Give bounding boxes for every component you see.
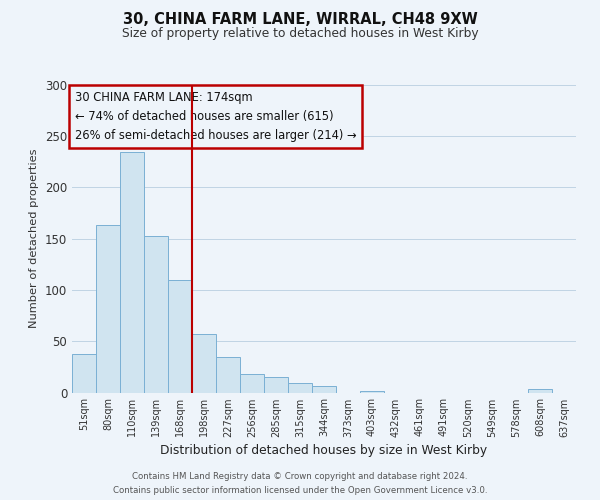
X-axis label: Distribution of detached houses by size in West Kirby: Distribution of detached houses by size … <box>160 444 488 457</box>
Text: 30 CHINA FARM LANE: 174sqm
← 74% of detached houses are smaller (615)
26% of sem: 30 CHINA FARM LANE: 174sqm ← 74% of deta… <box>74 91 356 142</box>
Bar <box>288 384 312 392</box>
Bar <box>96 226 120 392</box>
Bar <box>240 374 264 392</box>
Text: 30, CHINA FARM LANE, WIRRAL, CH48 9XW: 30, CHINA FARM LANE, WIRRAL, CH48 9XW <box>122 12 478 28</box>
Bar <box>120 152 144 392</box>
Bar <box>168 280 192 392</box>
Bar <box>216 356 240 392</box>
Text: Size of property relative to detached houses in West Kirby: Size of property relative to detached ho… <box>122 28 478 40</box>
Bar <box>144 236 168 392</box>
Text: Contains HM Land Registry data © Crown copyright and database right 2024.: Contains HM Land Registry data © Crown c… <box>132 472 468 481</box>
Bar <box>312 386 336 392</box>
Bar <box>264 377 288 392</box>
Bar <box>72 354 96 393</box>
Text: Contains public sector information licensed under the Open Government Licence v3: Contains public sector information licen… <box>113 486 487 495</box>
Y-axis label: Number of detached properties: Number of detached properties <box>29 149 40 328</box>
Bar <box>192 334 216 392</box>
Bar <box>528 390 552 392</box>
